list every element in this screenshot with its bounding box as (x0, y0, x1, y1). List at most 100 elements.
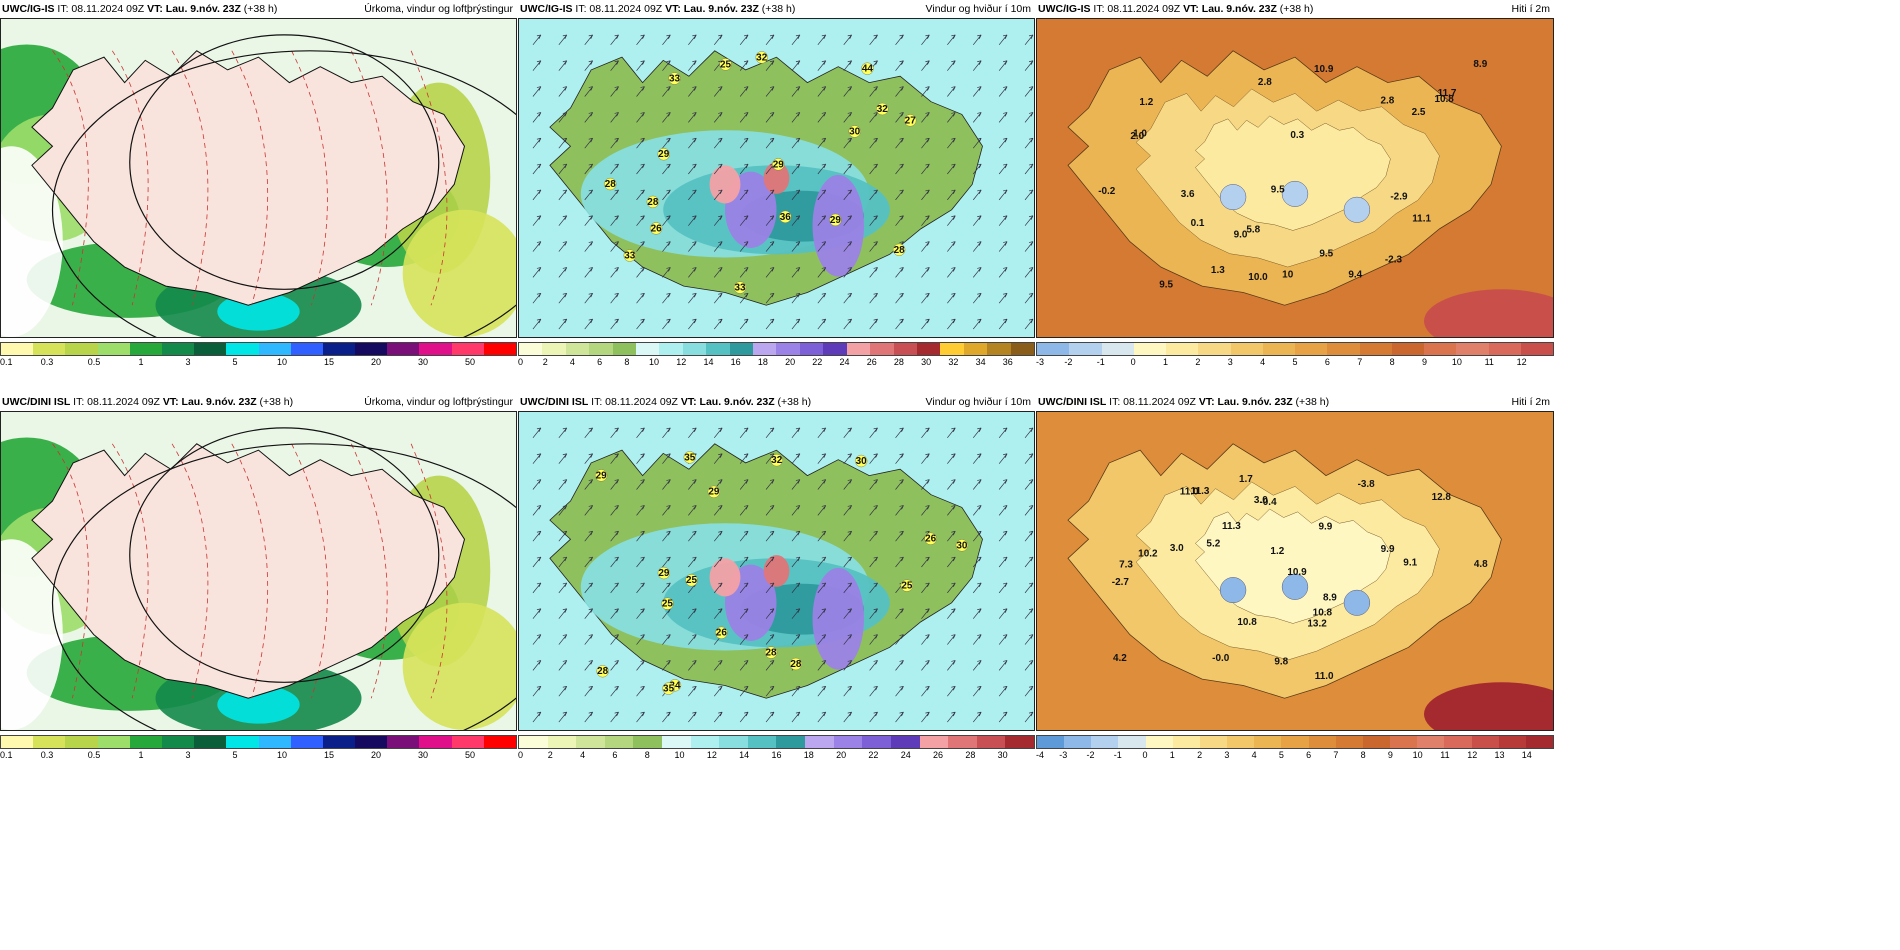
colorbar-tick-label: 10 (276, 750, 288, 760)
colorbar-tick-label: 0 (1142, 750, 1148, 760)
value-label: 4.8 (1474, 559, 1488, 570)
colorbar-ticks: -4 -3 -2 -1 0 1 2 3 4 5 6 7 8 9 10 11 12 13 14 (1036, 750, 1554, 762)
colorbar-swatch (1359, 343, 1392, 355)
colorbar-tick-label: 36 (1002, 357, 1013, 367)
colorbar-tick-label: 18 (803, 750, 814, 760)
value-label: -0.0 (1212, 653, 1230, 664)
map-canvas (1, 412, 516, 730)
value-label-marker (733, 281, 747, 294)
model-name: UWC/IG-IS (2, 3, 55, 15)
value-label: 34 (669, 680, 681, 691)
colorbar-tick-label: -1 (1096, 357, 1105, 367)
colorbar-tick-label: 12 (706, 750, 717, 760)
colorbar-tick-label: 5 (232, 357, 238, 367)
colorbar-tick-label: -3 (1059, 750, 1068, 760)
value-label: 33 (734, 283, 746, 294)
colorbar-swatch (919, 736, 949, 748)
colorbar-tick-label: -1 (1113, 750, 1122, 760)
value-label: 1.2 (1139, 97, 1153, 108)
colorbar-swatch (1091, 736, 1119, 748)
valid-time: VT: Lau. 9.nóv. 23Z (680, 396, 775, 408)
colorbar-tick-label: 28 (965, 750, 976, 760)
value-label-marker (685, 574, 698, 587)
colorbar-tick-label: 32 (948, 357, 959, 367)
colorbar-swatch (1172, 736, 1200, 748)
model-name: UWC/DINI ISL (520, 396, 589, 408)
value-label-marker (772, 158, 785, 171)
value-label: 9.5 (1271, 184, 1285, 195)
colorbar-tick-label: 0.1 (0, 750, 13, 760)
colorbar-swatch (355, 343, 388, 355)
colorbar-ticks: 0 2 4 6 8 10 12 14 16 18 20 22 24 26 28 30 32 34 36 (518, 357, 1035, 369)
colorbar-tick-label: 6 (612, 750, 618, 760)
panel-header: UWC/IG-IS IT: 08.11.2024 09Z VT: Lau. 9.… (1036, 0, 1554, 18)
valid-time: VT: Lau. 9.nóv. 23Z (1183, 3, 1277, 15)
colorbar-swatch (322, 343, 356, 355)
valid-time: VT: Lau. 9.nóv. 23Z (665, 3, 759, 15)
colorbar-swatch (890, 736, 920, 748)
value-label-marker (892, 243, 906, 256)
colorbar (518, 342, 1035, 356)
value-label: 30 (849, 126, 861, 137)
colorbar-tick-label: 8 (1360, 750, 1366, 760)
panel-title: Vindur og hviður í 10m (925, 3, 1031, 15)
colorbar-tick-label: 4 (580, 750, 586, 760)
colorbar-tick-label: 11 (1440, 750, 1450, 760)
colorbar-tick-label: 5 (1278, 750, 1284, 760)
colorbar-swatch (706, 343, 730, 355)
value-label: 32 (756, 52, 768, 63)
value-label: 27 (905, 115, 917, 126)
colorbar-ticks: -3 -2 -1 0 1 2 3 4 5 6 7 8 9 10 11 12 (1036, 357, 1554, 369)
colorbar-swatch (1037, 343, 1070, 355)
colorbar-tick-label: 10 (276, 357, 288, 367)
value-label-marker (668, 72, 681, 85)
colorbar-tick-label: 8 (1389, 357, 1395, 367)
colorbar-tick-label: 11 (1484, 357, 1494, 367)
value-label: 12.8 (1432, 492, 1452, 503)
value-label: -2.7 (1112, 577, 1130, 588)
colorbar-tick-label: 8 (624, 357, 630, 367)
value-label: 26 (925, 534, 937, 545)
colorbar-swatch (870, 343, 894, 355)
value-label: 9.0 (1234, 230, 1248, 241)
value-label: 9.9 (1319, 522, 1333, 533)
precip-map (0, 18, 517, 338)
colorbar-swatch (565, 343, 590, 355)
colorbar-swatch (799, 343, 824, 355)
value-label: 28 (766, 648, 778, 659)
value-label-marker (789, 657, 803, 671)
value-label: 11.0 (1180, 486, 1199, 497)
colorbar-swatch (604, 736, 634, 748)
value-label-marker (661, 597, 674, 610)
colorbar-swatch (1335, 736, 1363, 748)
value-label: 2.0 (1130, 131, 1144, 142)
colorbar-tick-label: -2 (1086, 750, 1095, 760)
issue-time: IT: 08.11.2024 09Z (70, 396, 163, 408)
colorbar-swatch (690, 736, 720, 748)
colorbar-swatch (451, 736, 484, 748)
colorbar-tick-label: 1 (1162, 357, 1169, 367)
colorbar-swatch (1166, 343, 1199, 355)
colorbar-swatch (322, 736, 356, 748)
value-label: 10.9 (1314, 64, 1334, 75)
colorbar-swatch (1198, 343, 1231, 355)
issue-time: IT: 08.11.2024 09Z (1090, 3, 1184, 15)
colorbar-swatch (97, 736, 130, 748)
value-label: 30 (956, 540, 968, 551)
colorbar-swatch (226, 736, 259, 748)
colorbar-tick-label: 3 (185, 750, 191, 760)
colorbar-swatch (1295, 343, 1328, 355)
colorbar-swatch (1230, 343, 1263, 355)
colorbar-swatch (519, 736, 548, 748)
value-label: 35 (663, 684, 675, 695)
value-label: -0.4 (1259, 497, 1277, 508)
value-label-marker (770, 454, 783, 467)
colorbar-swatch (97, 343, 130, 355)
panel-title: Úrkoma, vindur og loftþrýstingur (364, 3, 513, 15)
colorbar-tick-label: 30 (921, 357, 932, 367)
colorbar-tick-label: 1 (1169, 750, 1175, 760)
colorbar-swatch (612, 343, 637, 355)
colorbar-swatch (65, 343, 98, 355)
colorbar-swatch (1118, 736, 1146, 748)
valid-time: VT: Lau. 9.nóv. 23Z (162, 396, 257, 408)
